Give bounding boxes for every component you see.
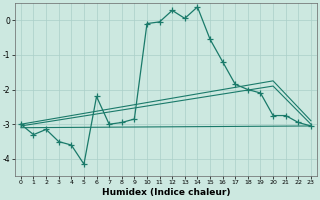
X-axis label: Humidex (Indice chaleur): Humidex (Indice chaleur) (102, 188, 230, 197)
